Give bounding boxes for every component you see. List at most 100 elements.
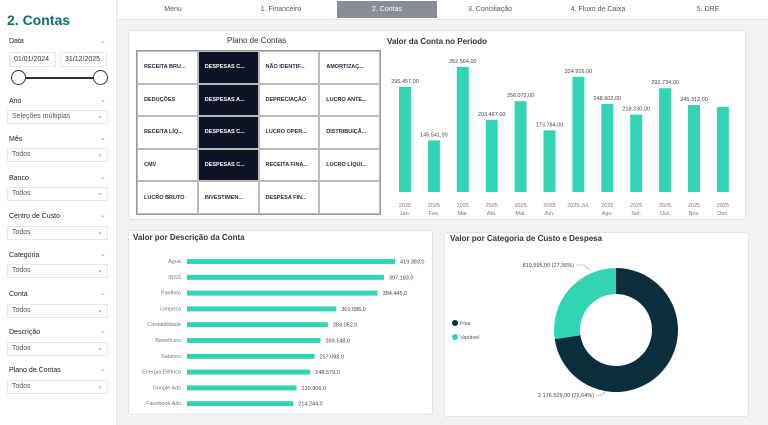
- bar: [399, 86, 411, 192]
- slicer-label-categoria: Categoria: [9, 252, 40, 259]
- x-tick-label: 2025: [457, 203, 469, 209]
- bar: [187, 322, 328, 328]
- plano-contas-tile[interactable]: RECEITA FINA...: [258, 148, 320, 182]
- data-label: 218.230,00: [622, 107, 650, 113]
- tab-fluxo-de-caixa[interactable]: 4. Fluxo de Caixa: [570, 6, 626, 13]
- ano-dropdown[interactable]: Seleções múltiplas ⌄: [7, 110, 108, 124]
- x-tick-label: 2025: [428, 203, 440, 209]
- tab-menu[interactable]: Menu: [164, 6, 182, 13]
- bar: [659, 88, 672, 192]
- chevron-down-icon: ⌄: [97, 383, 103, 390]
- plano-contas-tile[interactable]: DESPESAS C...: [197, 51, 259, 84]
- ano-value: Seleções múltiplas: [12, 113, 71, 120]
- x-tick-label: 2025: [601, 203, 613, 209]
- plano-contas-tile[interactable]: RECEITA BRU...: [137, 51, 198, 84]
- data-label: 145.541,00: [420, 132, 448, 138]
- data-label: 292.734,00: [651, 80, 679, 86]
- date-slider-start-handle[interactable]: [11, 70, 26, 85]
- date-start-input[interactable]: 01/01/2024: [9, 52, 56, 67]
- monthly-chart-title: Valor da Conta no Período: [387, 37, 488, 46]
- conta-dropdown[interactable]: Todos ⌄: [7, 304, 108, 318]
- plano-contas-tile[interactable]: INVESTIMEN...: [197, 181, 259, 214]
- bar: [630, 114, 643, 192]
- plano-contas-tile[interactable]: RECEITA LÍQ...: [137, 116, 198, 149]
- legend-label: Fixa: [460, 321, 471, 327]
- data-label: 203.487,00: [478, 112, 506, 118]
- chevron-down-icon[interactable]: ⌄: [100, 211, 106, 219]
- legend-marker: [452, 320, 458, 326]
- chevron-down-icon[interactable]: ⌄: [100, 365, 106, 373]
- date-slider-end-handle[interactable]: [93, 70, 108, 85]
- plano-contas-dropdown[interactable]: Todos ⌄: [7, 380, 108, 394]
- plano-contas-tile[interactable]: LUCRO BRUTO: [137, 181, 198, 214]
- plano-contas-tile[interactable]: LUCRO OPER...: [258, 116, 320, 149]
- plano-contas-tile[interactable]: LUCRO LÍQUI...: [319, 148, 380, 182]
- tab-financeiro[interactable]: 1. Financeiro: [260, 6, 302, 13]
- data-label: 384.445,0: [383, 291, 407, 297]
- plano-contas-tile[interactable]: DESPESAS A...: [197, 83, 259, 117]
- bar: [187, 338, 321, 343]
- legend-label: Variável: [460, 335, 479, 341]
- data-label: 245.312,00: [680, 97, 708, 103]
- plano-contas-tile[interactable]: DESPESA FIN...: [258, 181, 320, 214]
- y-tick-label: Google Ads: [153, 385, 182, 391]
- slice-label: 819.595,00 (27,36%): [523, 263, 575, 269]
- tab-dre[interactable]: 5. DRE: [696, 6, 720, 13]
- chevron-down-icon[interactable]: ⌄: [100, 96, 106, 104]
- plano-contas-value: Todos: [12, 383, 31, 390]
- x-tick-label: 2025: [630, 203, 642, 209]
- date-end-input[interactable]: 31/12/2025: [60, 52, 107, 67]
- category-chart-title: Valor por Categoria de Custo e Despesa: [450, 234, 603, 243]
- filter-sidebar: 2. Contas Data ⌄ 01/01/2024 31/12/2025 A…: [0, 0, 117, 425]
- mes-dropdown[interactable]: Todos ⌄: [7, 148, 108, 162]
- chevron-down-icon[interactable]: ⌄: [100, 173, 106, 181]
- plano-contas-tile[interactable]: DESPESAS C...: [197, 116, 259, 149]
- category-donut-chart: 819.595,00 (27,36%) 2.176.529,00 (72,64%)…: [452, 263, 678, 399]
- data-label: 220.906,0: [302, 386, 326, 392]
- monthly-bar-chart: 296.457,00 2025 Jan. 145.541,00 2025 Fev. 352.…: [391, 59, 729, 217]
- x-tick-label: 2025: [399, 203, 411, 209]
- chevron-down-icon[interactable]: ⌄: [100, 134, 106, 142]
- tab-contas[interactable]: 2. Contas: [337, 1, 437, 18]
- plano-contas-tile[interactable]: NÃO IDENTIF...: [258, 51, 320, 84]
- tab-conciliacao[interactable]: 3. Conciliação: [468, 6, 512, 13]
- centro-custo-dropdown[interactable]: Todos ⌄: [7, 226, 108, 240]
- plano-contas-tile[interactable]: DEPRECIAÇÃO: [258, 83, 320, 117]
- chevron-down-icon[interactable]: ⌄: [100, 289, 106, 297]
- descricao-value: Todos: [12, 345, 31, 352]
- chevron-down-icon[interactable]: ⌄: [100, 250, 106, 258]
- x-tick-label: Set.: [631, 211, 641, 217]
- y-tick-label: Contabilidade: [147, 322, 181, 328]
- data-label: 352.564,00: [449, 59, 477, 65]
- mes-value: Todos: [12, 151, 31, 158]
- descricao-dropdown[interactable]: Todos ⌄: [7, 342, 108, 356]
- plano-contas-tile[interactable]: LUCRO ANTE...: [319, 83, 380, 117]
- y-tick-label: Energia Elétrica: [142, 370, 182, 376]
- x-tick-label: Jun.: [544, 211, 555, 217]
- y-tick-label: Panfleto: [161, 291, 181, 297]
- plano-contas-tile[interactable]: CMV: [137, 148, 198, 182]
- bar: [187, 290, 378, 296]
- plano-contas-tile[interactable]: DESPESAS C...: [197, 148, 259, 182]
- plano-contas-grid: RECEITA BRU... DESPESAS C... NÃO IDENTIF..…: [136, 50, 381, 215]
- plano-contas-tile[interactable]: DEDUÇÕES: [137, 83, 198, 117]
- date-slider-track: [18, 77, 100, 79]
- data-label: 301.086,0: [341, 307, 365, 313]
- centro-custo-value: Todos: [12, 229, 31, 236]
- description-bar-chart: Água 419.383,0 INSS 397.183,0 Panfleto 384.44…: [142, 258, 424, 408]
- plano-contas-tile[interactable]: AMORTIZAÇ...: [319, 51, 380, 84]
- chevron-down-icon: ⌄: [97, 307, 103, 314]
- chevron-down-icon[interactable]: ⌄: [100, 37, 106, 45]
- chevron-down-icon: ⌄: [97, 267, 103, 274]
- plano-contas-tile[interactable]: DISTRIBUIÇÃ...: [319, 116, 380, 149]
- slicer-label-ano: Ano: [9, 98, 22, 105]
- chevron-down-icon[interactable]: ⌄: [100, 327, 106, 335]
- slicer-label-data: Data: [9, 38, 24, 45]
- banco-dropdown[interactable]: Todos ⌄: [7, 187, 108, 201]
- y-tick-label: Água: [168, 258, 182, 265]
- data-label: 248.579,0: [315, 370, 339, 376]
- categoria-dropdown[interactable]: Todos ⌄: [7, 264, 108, 278]
- bar: [187, 385, 297, 391]
- chevron-down-icon: ⌄: [97, 190, 103, 197]
- data-label: 324.916,00: [565, 69, 593, 75]
